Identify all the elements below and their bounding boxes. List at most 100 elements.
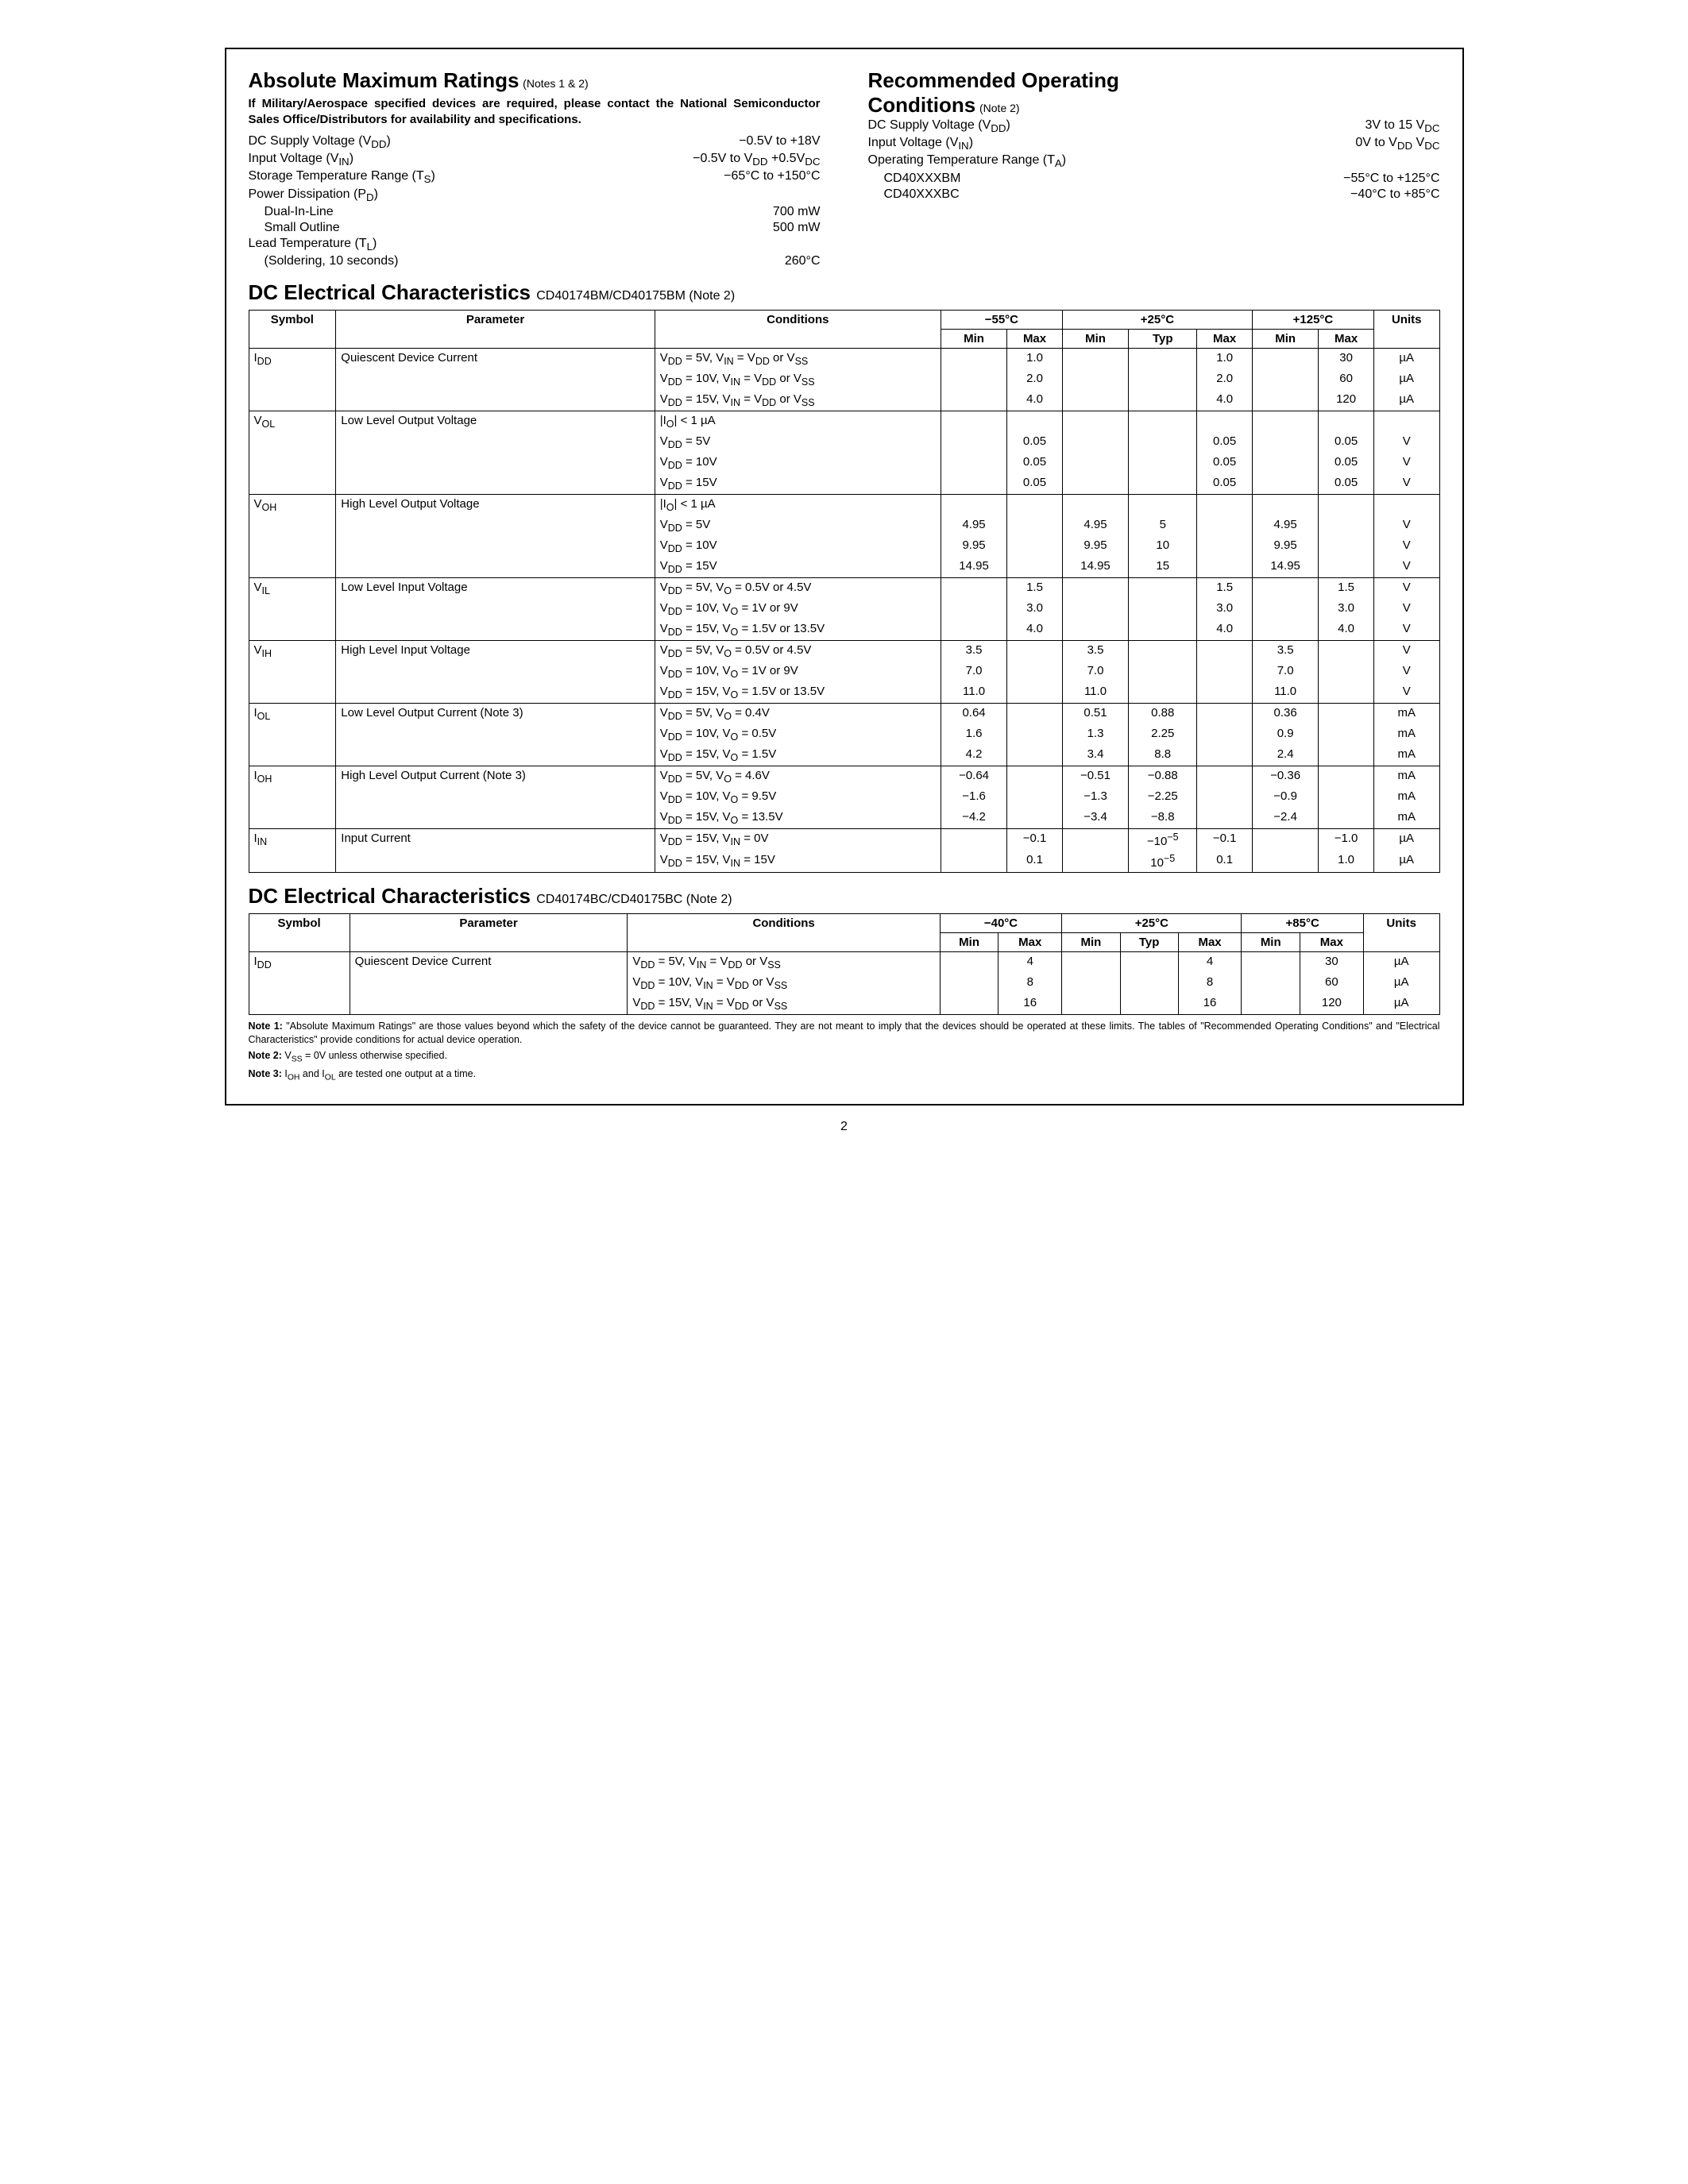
cell-c2typ: [1129, 453, 1197, 473]
cell-c3max: [1319, 411, 1374, 432]
cell-c2typ: −10−5: [1129, 828, 1197, 851]
cell-parameter: Input Current: [336, 828, 655, 872]
cell-c3min: [1252, 348, 1318, 369]
cell-condition: VDD = 10V, VO = 0.5V: [655, 724, 941, 745]
cell-c2typ: 10−5: [1129, 851, 1197, 873]
cell-c1min: [941, 473, 1006, 495]
amr-rows: DC Supply Voltage (VDD)−0.5V to +18VInpu…: [249, 133, 821, 269]
cell-c3max: 60: [1319, 369, 1374, 390]
cell-c1max: [1007, 808, 1063, 829]
cell-c1min: 4.95: [941, 515, 1006, 536]
th-min: Min: [1242, 932, 1300, 951]
cell-condition: VDD = 15V, VIN = VDD or VSS: [628, 994, 940, 1015]
cell-units: V: [1373, 619, 1439, 641]
cell-c2typ: 8.8: [1129, 745, 1197, 766]
kv-value: 700 mW: [589, 204, 821, 220]
cell-c2max: 3.0: [1197, 599, 1253, 619]
cell-c3max: [1319, 787, 1374, 808]
table-row: VOLLow Level Output Voltage|IO| < 1 µA: [249, 411, 1439, 432]
cell-condition: VDD = 10V, VIN = VDD or VSS: [655, 369, 941, 390]
cell-c1max: 0.05: [1007, 453, 1063, 473]
cell-condition: VDD = 10V: [655, 453, 941, 473]
cell-c3max: 30: [1300, 951, 1363, 973]
cell-c2min: [1062, 973, 1120, 994]
cell-c1min: −1.6: [941, 787, 1006, 808]
cell-condition: VDD = 10V, VO = 9.5V: [655, 787, 941, 808]
cell-condition: VDD = 15V, VIN = 15V: [655, 851, 941, 873]
kv-value: 3V to 15 VDC: [1253, 118, 1440, 135]
cell-c2typ: −2.25: [1129, 787, 1197, 808]
table1-heading: DC Electrical Characteristics CD40174BM/…: [249, 280, 1440, 305]
cell-c1max: [1007, 515, 1063, 536]
cell-c2max: [1197, 703, 1253, 724]
cell-c2min: 11.0: [1062, 682, 1128, 704]
notes: Note 1: "Absolute Maximum Ratings" are t…: [249, 1020, 1440, 1084]
cell-c3min: [1252, 411, 1318, 432]
table2-subtitle: CD40174BC/CD40175BC (Note 2): [536, 893, 732, 906]
cell-c1max: [1007, 411, 1063, 432]
cell-c1max: 4.0: [1007, 390, 1063, 411]
cell-c2max: 0.1: [1197, 851, 1253, 873]
kv-key: Power Dissipation (PD): [249, 187, 589, 204]
cell-c1max: [1007, 787, 1063, 808]
cell-symbol: VIH: [249, 640, 336, 703]
cell-c2min: 14.95: [1062, 557, 1128, 578]
cell-c3max: [1319, 808, 1374, 829]
cell-units: µA: [1373, 348, 1439, 369]
cell-c3min: [1252, 619, 1318, 641]
cell-condition: VDD = 5V: [655, 432, 941, 453]
cell-c3min: −0.9: [1252, 787, 1318, 808]
cell-c1min: 4.2: [941, 745, 1006, 766]
cell-condition: VDD = 15V: [655, 557, 941, 578]
cell-symbol: VIL: [249, 577, 336, 640]
cell-c1min: [941, 453, 1006, 473]
kv-value: 500 mW: [589, 220, 821, 236]
cell-c2min: 3.5: [1062, 640, 1128, 662]
cell-c1max: 2.0: [1007, 369, 1063, 390]
cell-c2max: [1197, 640, 1253, 662]
cell-symbol: VOL: [249, 411, 336, 494]
amr-sub: (Notes 1 & 2): [523, 77, 588, 90]
cell-symbol: IIN: [249, 828, 336, 872]
cell-c2max: [1197, 662, 1253, 682]
table1-title: DC Electrical Characteristics: [249, 280, 531, 304]
cell-c2min: 3.4: [1062, 745, 1128, 766]
cell-units: V: [1373, 536, 1439, 557]
cell-condition: VDD = 15V, VO = 1.5V: [655, 745, 941, 766]
cell-c2typ: 5: [1129, 515, 1197, 536]
cell-units: V: [1373, 662, 1439, 682]
cell-c1min: [941, 828, 1006, 851]
cell-c2typ: [1129, 348, 1197, 369]
cell-parameter: High Level Output Voltage: [336, 494, 655, 577]
roc-title2: Conditions: [868, 93, 976, 117]
cell-c1max: 4.0: [1007, 619, 1063, 641]
cell-parameter: Low Level Output Current (Note 3): [336, 703, 655, 766]
cell-c2min: [1062, 828, 1128, 851]
kv-key: Small Outline: [249, 220, 589, 236]
cell-c2max: [1197, 411, 1253, 432]
kv-value: −40°C to +85°C: [1253, 187, 1440, 203]
cell-c3min: [1252, 432, 1318, 453]
cell-c2typ: [1129, 432, 1197, 453]
cell-c1max: 8: [999, 973, 1062, 994]
cell-c3min: 3.5: [1252, 640, 1318, 662]
cell-condition: VDD = 15V: [655, 473, 941, 495]
th-max: Max: [1007, 329, 1063, 348]
datasheet-page: Absolute Maximum Ratings (Notes 1 & 2) I…: [225, 48, 1464, 1106]
cell-c2typ: [1129, 640, 1197, 662]
cell-c1max: 4: [999, 951, 1062, 973]
cell-c2typ: 2.25: [1129, 724, 1197, 745]
cell-c3min: [1252, 577, 1318, 599]
cell-c2typ: [1129, 662, 1197, 682]
cell-c1max: [1007, 557, 1063, 578]
cell-c3min: 2.4: [1252, 745, 1318, 766]
cell-c1max: 16: [999, 994, 1062, 1015]
cell-c1min: 1.6: [941, 724, 1006, 745]
th-max: Max: [999, 932, 1062, 951]
cell-c2max: [1197, 766, 1253, 787]
cell-c2min: −3.4: [1062, 808, 1128, 829]
cell-c2max: [1197, 682, 1253, 704]
cell-c3max: 60: [1300, 973, 1363, 994]
cell-c3max: [1319, 536, 1374, 557]
cell-c2min: 4.95: [1062, 515, 1128, 536]
